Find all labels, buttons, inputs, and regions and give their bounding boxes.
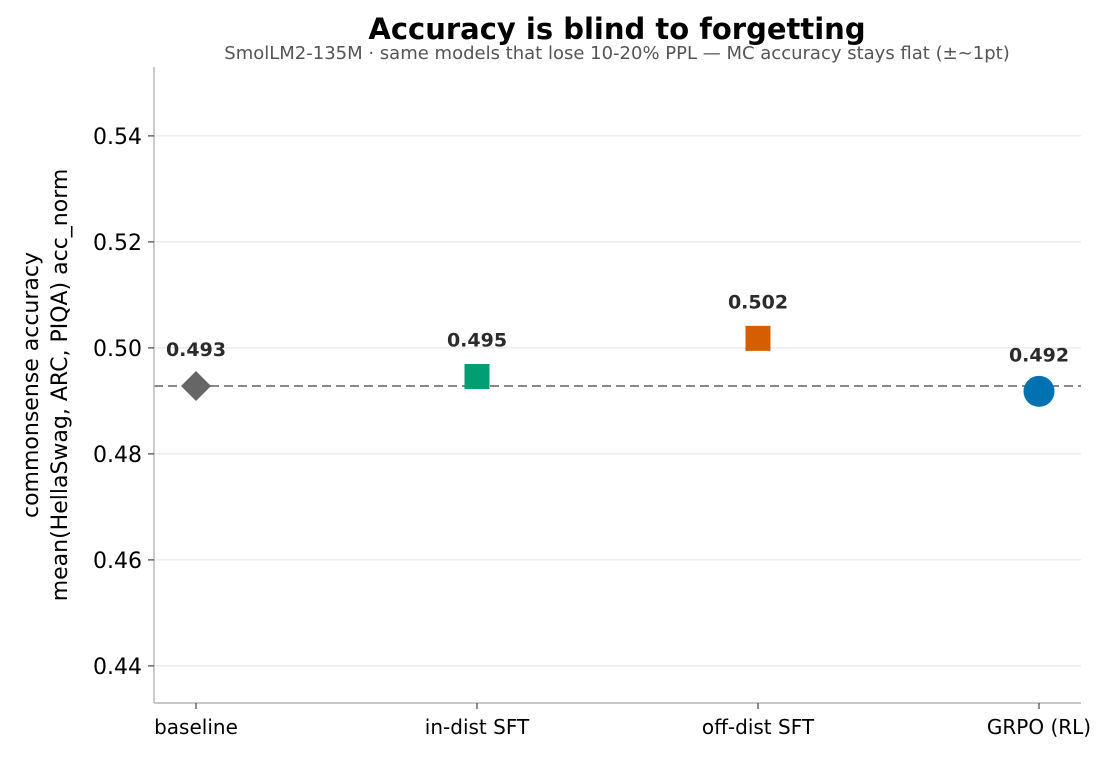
- gridlines: [154, 135, 1081, 667]
- ytick-label-3: 0.50: [93, 337, 142, 362]
- data-label-1: 0.495: [447, 330, 507, 352]
- ytick-label-4: 0.52: [93, 231, 142, 256]
- xtick-label-0: baseline: [154, 715, 238, 739]
- xtick-label-2: off-dist SFT: [702, 715, 815, 739]
- data-marker-2: [745, 325, 771, 351]
- data-label-3: 0.492: [1009, 344, 1069, 366]
- xtick-label-1: in-dist SFT: [425, 715, 530, 739]
- data-marker-1: [464, 364, 490, 390]
- data-label-2: 0.502: [728, 291, 788, 313]
- ytick-label-2: 0.48: [93, 443, 142, 468]
- data-marker-0: [181, 371, 211, 402]
- ytick-label-1: 0.46: [93, 549, 142, 574]
- ytick-label-0: 0.44: [93, 655, 142, 680]
- data-labels: 0.493 0.495 0.502 0.492: [166, 291, 1069, 366]
- chart-subtitle: SmolLM2-135M · same models that lose 10-…: [224, 43, 1009, 64]
- y-axis-label-line1: commonsense accuracy: [19, 252, 44, 518]
- data-label-0: 0.493: [166, 339, 226, 361]
- data-marker-3: [1023, 375, 1055, 407]
- y-ticks: 0.44 0.46 0.48 0.50 0.52 0.54: [93, 125, 154, 680]
- ytick-label-5: 0.54: [93, 125, 142, 150]
- x-ticks: baseline in-dist SFT off-dist SFT GRPO (RL): [154, 703, 1091, 739]
- chart-title: Accuracy is blind to forgetting: [368, 12, 865, 46]
- y-axis-label-line2: mean(HellaSwag, ARC, PIQA) acc_norm: [48, 169, 73, 602]
- axes: [153, 67, 1081, 704]
- data-markers: [181, 325, 1055, 407]
- xtick-label-3: GRPO (RL): [987, 715, 1091, 739]
